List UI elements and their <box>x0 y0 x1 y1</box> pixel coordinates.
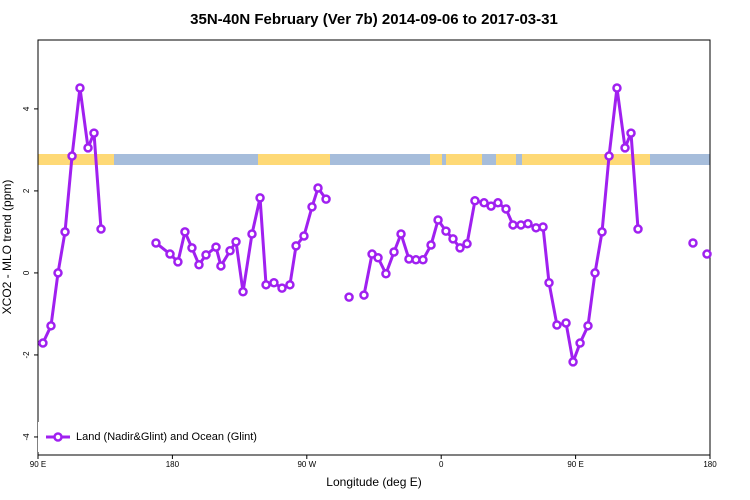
data-point <box>151 238 161 248</box>
data-point <box>612 83 622 93</box>
data-point <box>255 193 265 203</box>
data-point <box>501 204 511 214</box>
data-point <box>561 318 571 328</box>
data-point <box>433 215 443 225</box>
data-point <box>291 241 301 251</box>
data-point <box>479 198 489 208</box>
data-point <box>373 253 383 263</box>
data-point <box>552 320 562 330</box>
data-point <box>60 227 70 237</box>
data-point <box>620 143 630 153</box>
x-tick-label: 0 <box>439 460 444 469</box>
data-point <box>688 238 698 248</box>
land-ocean-band <box>38 154 710 165</box>
chart-title: 35N-40N February (Ver 7b) 2014-09-06 to … <box>190 11 558 28</box>
data-point <box>211 242 221 252</box>
y-tick-label: 2 <box>22 188 31 193</box>
data-point <box>544 278 554 288</box>
legend-marker <box>53 432 63 442</box>
data-point <box>299 231 309 241</box>
data-point <box>359 290 369 300</box>
y-tick-label: 0 <box>22 270 31 275</box>
data-point <box>597 227 607 237</box>
data-point <box>269 278 279 288</box>
data-point <box>575 338 585 348</box>
land-band <box>522 154 650 165</box>
data-point <box>231 237 241 247</box>
data-point <box>604 151 614 161</box>
data-point <box>455 243 465 253</box>
land-band <box>430 154 442 165</box>
data-point <box>238 287 248 297</box>
data-point <box>201 250 211 260</box>
data-point <box>216 261 226 271</box>
data-point <box>448 234 458 244</box>
data-point <box>568 357 578 367</box>
data-point <box>194 259 204 270</box>
legend <box>38 422 278 452</box>
y-tick-label: -4 <box>22 433 31 441</box>
data-point <box>53 268 63 278</box>
data-point <box>180 227 190 237</box>
x-tick-label: 90 E <box>30 460 46 469</box>
data-point <box>396 229 406 239</box>
data-point <box>426 240 436 250</box>
data-point <box>508 220 518 230</box>
data-point <box>470 196 480 206</box>
data-point <box>277 283 287 293</box>
data-point <box>538 222 548 232</box>
ocean-band <box>38 154 710 165</box>
land-band <box>446 154 482 165</box>
data-point <box>96 224 106 234</box>
y-axis-label: XCO2 - MLO trend (ppm) <box>0 180 14 315</box>
data-point <box>702 249 712 259</box>
data-point <box>83 143 93 153</box>
data-point <box>285 280 295 290</box>
y-tick-label: 4 <box>22 106 31 111</box>
data-point <box>75 83 85 93</box>
y-tick-label: -2 <box>22 351 31 359</box>
data-point <box>67 151 77 161</box>
x-tick-label: 90 W <box>297 460 316 469</box>
data-point <box>247 229 257 239</box>
data-point <box>261 280 271 290</box>
data-point <box>173 257 183 267</box>
data-point <box>344 292 354 302</box>
data-point <box>583 321 593 331</box>
x-axis-label: Longitude (deg E) <box>326 475 421 489</box>
x-tick-label: 180 <box>703 460 717 469</box>
x-tick-label: 180 <box>166 460 180 469</box>
plot-frame <box>37 39 711 456</box>
data-point <box>313 183 323 193</box>
data-point <box>187 243 197 253</box>
land-band <box>258 154 330 165</box>
data-point <box>46 321 56 331</box>
data-point <box>626 128 636 138</box>
data-point <box>165 249 175 259</box>
data-point <box>523 218 533 229</box>
data-point <box>38 338 48 348</box>
land-band <box>496 154 516 165</box>
data-point <box>389 247 399 257</box>
land-band <box>38 154 114 165</box>
data-point <box>462 239 472 249</box>
data-point <box>493 198 503 208</box>
data-point <box>89 128 99 138</box>
data-point <box>225 246 235 256</box>
legend-label: Land (Nadir&Glint) and Ocean (Glint) <box>76 431 257 443</box>
data-point <box>307 202 317 212</box>
data-point <box>633 224 643 234</box>
data-point <box>381 268 391 279</box>
data-point <box>441 226 451 236</box>
data-point <box>321 194 331 204</box>
x-tick-label: 90 E <box>567 460 583 469</box>
data-point <box>590 268 600 278</box>
data-point <box>418 255 428 265</box>
